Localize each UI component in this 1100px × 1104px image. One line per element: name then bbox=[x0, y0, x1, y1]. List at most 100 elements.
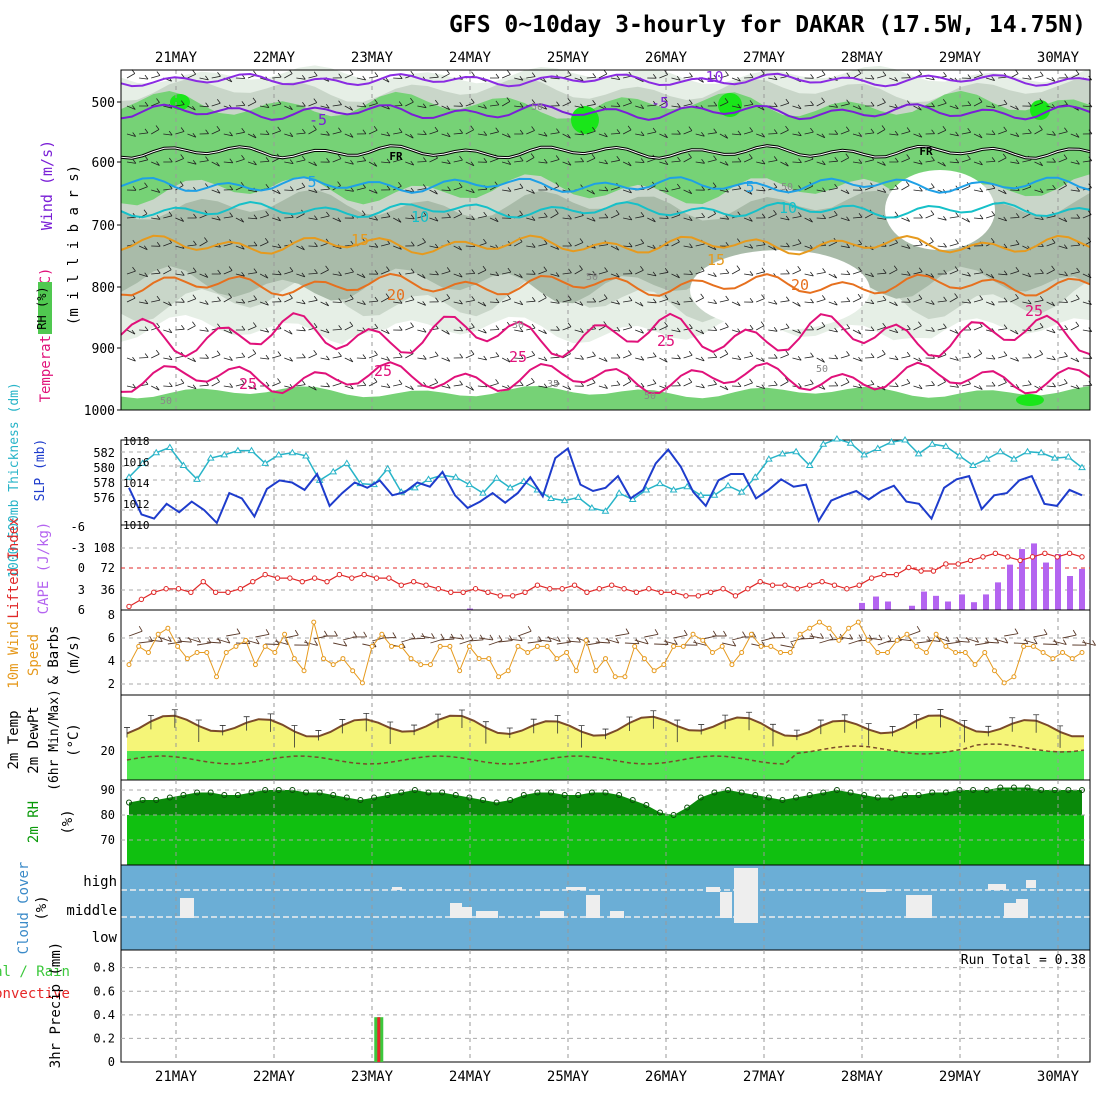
wind-barb bbox=[1046, 265, 1055, 275]
wind10-marker bbox=[923, 650, 929, 655]
wind10-marker bbox=[418, 662, 424, 668]
wind-barb bbox=[538, 329, 547, 335]
wind-barb bbox=[925, 156, 935, 163]
wind-barb bbox=[799, 633, 815, 640]
minmax-bar bbox=[458, 709, 465, 728]
wind-barb bbox=[308, 161, 318, 167]
rh-label: 30 bbox=[512, 320, 524, 331]
wind-barb bbox=[259, 300, 269, 306]
wind-barb bbox=[768, 300, 778, 305]
wind-barb bbox=[671, 156, 681, 163]
wind-barb bbox=[695, 212, 706, 219]
cloud-patch bbox=[706, 887, 720, 892]
li-marker bbox=[695, 593, 702, 599]
wind-barb bbox=[405, 385, 414, 391]
wind-barb bbox=[308, 322, 318, 331]
wind-barb bbox=[332, 100, 342, 107]
wind-barb bbox=[598, 357, 608, 362]
thickness-marker bbox=[1023, 447, 1032, 455]
li-marker bbox=[1042, 550, 1048, 557]
wind-barb bbox=[961, 298, 972, 304]
thickness-marker bbox=[560, 496, 569, 504]
wind-barb bbox=[296, 272, 306, 278]
li-marker bbox=[930, 568, 937, 574]
wind-barb bbox=[610, 75, 621, 80]
wind-barb bbox=[235, 217, 245, 223]
wind-barb bbox=[1046, 301, 1056, 307]
wind-barb bbox=[368, 243, 379, 248]
wind-barb bbox=[610, 299, 621, 305]
cloud-patch bbox=[540, 911, 564, 918]
wind-barb bbox=[647, 298, 657, 304]
rh2m-marker bbox=[1079, 787, 1085, 793]
wind-barb bbox=[126, 186, 137, 191]
wind-barb bbox=[1010, 105, 1019, 111]
wind-barb bbox=[465, 125, 475, 135]
wind-barb bbox=[356, 300, 366, 305]
thickness-marker bbox=[724, 481, 732, 489]
wind-barb bbox=[211, 215, 221, 221]
minmax-bar bbox=[124, 727, 130, 738]
wind-barb bbox=[417, 130, 427, 135]
wind-barb bbox=[622, 161, 632, 167]
minmax-bar bbox=[746, 711, 753, 731]
wind-barb bbox=[175, 378, 185, 387]
wind-barb bbox=[659, 133, 668, 139]
wind-barb bbox=[937, 296, 947, 303]
minmax-bar bbox=[530, 718, 537, 734]
wind-barb bbox=[623, 296, 633, 303]
wind-barb bbox=[368, 350, 378, 359]
wind-barb bbox=[623, 269, 633, 275]
wind10-marker bbox=[690, 631, 696, 637]
wind-barb bbox=[187, 637, 202, 643]
rh2m-marker bbox=[1051, 787, 1058, 793]
wind10-marker bbox=[486, 656, 492, 662]
wind-barb bbox=[635, 131, 645, 136]
wind-barb bbox=[756, 213, 766, 219]
li-tick: 3 bbox=[78, 583, 85, 597]
wind-barb bbox=[453, 353, 464, 359]
wind-barb bbox=[659, 97, 668, 107]
thickness-marker bbox=[860, 450, 869, 458]
wind-barb bbox=[877, 268, 887, 275]
minmax-bar bbox=[554, 715, 561, 734]
wind-barb bbox=[368, 216, 379, 221]
wind-barb bbox=[586, 297, 597, 303]
slp-line bbox=[128, 446, 1083, 525]
wind-barb bbox=[453, 380, 463, 387]
wind-barb bbox=[223, 158, 234, 164]
wind-barb bbox=[477, 355, 488, 361]
wind-barb bbox=[1034, 125, 1043, 135]
wind-barb bbox=[381, 131, 391, 137]
wind-barb bbox=[308, 242, 318, 247]
wind-barb bbox=[998, 351, 1008, 359]
rh2m-marker bbox=[166, 794, 173, 801]
wind-barb bbox=[429, 351, 439, 359]
wind-barb bbox=[526, 243, 536, 248]
thickness-marker bbox=[656, 479, 664, 487]
wind-barb bbox=[151, 161, 160, 166]
wind-barb bbox=[223, 185, 234, 191]
wind-barb bbox=[756, 384, 766, 389]
wind-barb bbox=[610, 245, 620, 251]
wind10-marker bbox=[573, 668, 579, 674]
wind-barb bbox=[961, 352, 972, 359]
li-marker bbox=[621, 586, 627, 592]
wind-barb bbox=[683, 377, 693, 387]
wind-barb bbox=[453, 182, 463, 191]
wind-barb bbox=[1010, 213, 1020, 219]
rh-patch bbox=[170, 94, 190, 110]
wind-barb bbox=[865, 128, 875, 135]
wind-barb bbox=[804, 298, 814, 304]
ylabel-slp: SLP (mb) bbox=[33, 439, 48, 502]
wind-barb bbox=[598, 213, 609, 219]
wind-barb bbox=[756, 186, 766, 192]
wind-barb bbox=[489, 379, 499, 387]
wind-barb bbox=[695, 356, 705, 362]
wind-barb bbox=[380, 356, 391, 361]
y-tick: 90 bbox=[101, 783, 115, 797]
wind-barb bbox=[986, 157, 996, 163]
wind-barb bbox=[526, 126, 535, 135]
wind-barb bbox=[635, 238, 645, 247]
